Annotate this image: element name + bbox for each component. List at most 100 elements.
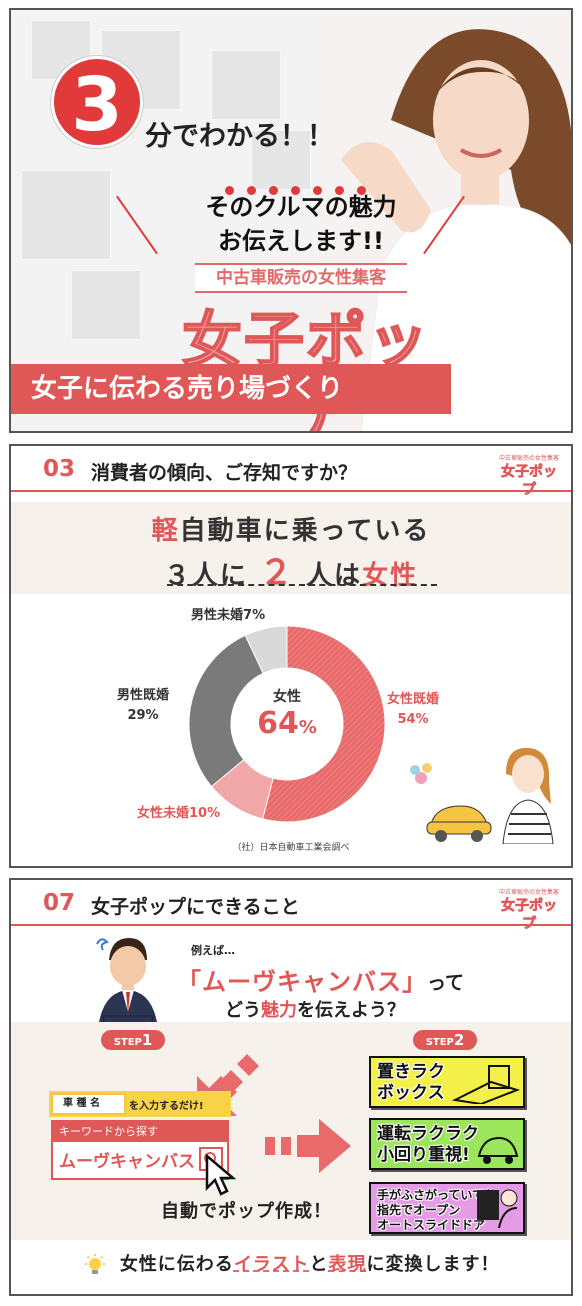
- label-male-married-pct: 29: [127, 708, 146, 723]
- step2-number: 2: [453, 1031, 465, 1049]
- storage-box-icon: [451, 1065, 521, 1104]
- donut-center-unit: %: [298, 717, 317, 738]
- mini-logo: 中古車販売の女性集客 女子ポップ: [497, 888, 561, 932]
- bg-tile: [251, 130, 311, 190]
- label-male-single-pct: 7: [243, 608, 253, 623]
- emphasis-dots: [225, 180, 379, 199]
- consumer-trend-panel: 03 消費者の傾向、ご存知ですか？ 中古車販売の女性集客 女子ポップ 軽自動車に…: [9, 444, 573, 868]
- example-prefix: 例えば…: [191, 944, 235, 957]
- label-female-married: 女性既婚 54%: [387, 690, 439, 730]
- footer-part-a: 女性に伝わる: [119, 1254, 234, 1275]
- headline-3people: ３人に: [163, 561, 248, 591]
- bg-tile: [21, 170, 111, 260]
- bg-tile: [31, 20, 91, 80]
- section-number: 03: [43, 456, 76, 482]
- question-charm: 魅力: [261, 1000, 297, 1021]
- footer-to: と: [309, 1254, 329, 1275]
- headline-underline: [167, 584, 437, 586]
- what-we-can-do-panel: 07 女子ポップにできること 中古車販売の女性集客 女子ポップ 例えば… 「ムー…: [9, 878, 573, 1296]
- step2-badge: STEP2: [413, 1030, 477, 1050]
- section-title: 消費者の傾向、ご存知ですか？: [91, 462, 358, 484]
- label-female-single-pct: 10: [189, 806, 208, 821]
- label-female-married-name: 女性既婚: [387, 692, 440, 707]
- question-tte: って: [427, 972, 465, 994]
- question-rest: を伝えよう？: [297, 1000, 405, 1021]
- hero-title: そのクルマの魅力 お伝えします!!: [151, 190, 451, 258]
- footer-illust: イラスト: [233, 1254, 310, 1275]
- pop-sample-1-text: 置きラク ボックス: [377, 1062, 445, 1103]
- step1-prefix: STEP: [113, 1037, 142, 1048]
- footer-rest: に変換します！: [366, 1254, 500, 1275]
- label-female-single: 女性未婚10%: [137, 804, 220, 824]
- minutes-caption: 分でわかる！！: [145, 121, 334, 152]
- auto-create-caption: 自動でポップ作成！: [161, 1201, 332, 1222]
- headline-female: 女性: [362, 561, 419, 591]
- data-source: （社）日本自動車工業会調べ: [232, 843, 350, 853]
- pop-sample-1: 置きラク ボックス: [369, 1056, 525, 1108]
- step1-badge: STEP1: [101, 1030, 165, 1050]
- hero-panel: 3 分でわかる！！ そのクルマの魅力 お伝えします!! 中古車販売の女性集客 女…: [9, 8, 573, 433]
- right-arrow-icon: [265, 1119, 351, 1173]
- keyword-search-value[interactable]: ムーヴキャンバス: [59, 1152, 195, 1172]
- label-male-single-name: 男性未婚: [191, 608, 244, 623]
- headline-people-wa: 人は: [306, 561, 363, 591]
- car-type-note: を入力するだけ!: [129, 1101, 204, 1112]
- pop-sample-3: 手がふさがっていても 指先でオープン オートスライドドア: [369, 1182, 525, 1234]
- question-dou: どう: [225, 1000, 261, 1021]
- car-type-tag: 車 種 名: [51, 1093, 126, 1115]
- label-male-married-name: 男性既婚: [117, 688, 170, 703]
- section-header: 03 消費者の傾向、ご存知ですか？ 中古車販売の女性集客 女子ポップ: [11, 446, 571, 498]
- headline-two: ２: [258, 553, 295, 593]
- donut-chart: [188, 625, 386, 823]
- bg-tile: [211, 50, 281, 120]
- section-title: 女子ポップにできること: [91, 896, 300, 918]
- donut-slice-4: [244, 625, 288, 674]
- mini-logo-caption: 中古車販売の女性集客: [498, 889, 559, 896]
- small-car-icon: [477, 1136, 519, 1164]
- pop-sample-2-text: 運転ラクラク 小回り重視!: [377, 1124, 479, 1165]
- section-number: 07: [43, 890, 76, 916]
- pct-sign: %: [415, 712, 429, 727]
- hero-ribbon: 中古車販売の女性集客: [195, 263, 407, 293]
- question-car-name: 「ムーヴキャンバス」: [177, 968, 427, 996]
- step1-number: 1: [141, 1031, 153, 1049]
- label-male-married: 男性既婚 29%: [117, 686, 169, 726]
- donut-center-value: 64%: [237, 706, 337, 741]
- pop-sample-3-text: 手がふさがっていても 指先でオープン オートスライドドア: [377, 1188, 496, 1232]
- pct-sign: %: [207, 806, 221, 821]
- donut-center: 女性 64%: [237, 686, 337, 741]
- headline-line2: ３人に ２ 人は女性: [11, 545, 571, 594]
- label-male-single: 男性未婚7%: [191, 606, 265, 626]
- donut-slice-1: [262, 625, 386, 823]
- keyword-search-header: キーワードから探す: [53, 1122, 227, 1142]
- question-line2: どう魅力を伝えよう？: [225, 996, 405, 1022]
- mini-logo-brand: 女子ポップ: [501, 898, 558, 933]
- donut-center-label: 女性: [273, 689, 301, 705]
- three-minute-badge: 3: [51, 56, 143, 148]
- footer-expression: 表現: [328, 1254, 367, 1275]
- mini-logo-caption: 中古車販売の女性集客: [498, 455, 559, 462]
- woman-car-illustration: [410, 747, 554, 844]
- hero-title-line1: そのクルマの魅力: [205, 193, 397, 221]
- headline-kei: 軽: [151, 516, 180, 546]
- headline-band: [11, 502, 571, 594]
- donut-center-number: 64: [257, 706, 299, 741]
- lightbulb-icon: [84, 1254, 105, 1274]
- mini-logo: 中古車販売の女性集客 女子ポップ: [497, 454, 561, 498]
- headline-line1-rest: 自動車に乗っている: [179, 516, 431, 546]
- hero-title-line2: お伝えします!!: [218, 227, 384, 255]
- pct-sign: %: [145, 708, 159, 723]
- footer-message: 女性に伝わるイラストと表現に変換します！: [11, 1250, 571, 1277]
- bg-tile: [71, 270, 141, 340]
- mouse-cursor-icon: [205, 1154, 237, 1196]
- mini-logo-brand: 女子ポップ: [501, 464, 558, 499]
- step2-prefix: STEP: [425, 1037, 454, 1048]
- sliding-door-icon: [477, 1189, 518, 1229]
- donut-slice-3: [188, 634, 264, 788]
- pct-sign: %: [252, 608, 266, 623]
- tagline-bar: 女子に伝わる売り場づくり: [11, 364, 451, 414]
- pop-sample-2: 運転ラクラク 小回り重視!: [369, 1118, 525, 1170]
- section-header: 07 女子ポップにできること 中古車販売の女性集客 女子ポップ: [11, 880, 571, 932]
- label-female-single-name: 女性未婚: [137, 806, 190, 821]
- label-female-married-pct: 54: [397, 712, 416, 727]
